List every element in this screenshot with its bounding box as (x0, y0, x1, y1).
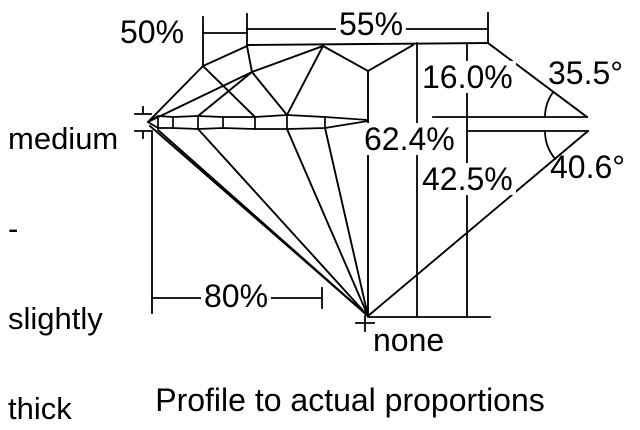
crown-height-label: 16.0% (419, 61, 516, 93)
girdle-thickness-line: thick (8, 391, 72, 426)
crown-angle-label: 35.5° (548, 55, 624, 91)
girdle-thickness-label: medium - slightly thick (faceted) 3.5% (8, 64, 130, 430)
star-length-label: 50% (120, 14, 185, 50)
girdle-band (146, 114, 589, 132)
lower-girdle-label: 80% (201, 280, 272, 312)
pavilion-angle-label: 40.6° (550, 149, 626, 185)
culet-label: none (370, 324, 448, 356)
pavilion-depth-label: 42.5% (419, 163, 516, 195)
total-depth-label: 62.4% (361, 123, 458, 155)
tick-marks (134, 106, 375, 332)
girdle-thickness-line: - (8, 211, 19, 246)
angle-arcs (544, 91, 557, 161)
diagram-caption: Profile to actual proportions (155, 382, 545, 418)
girdle-thickness-line: slightly (8, 301, 103, 336)
girdle-thickness-line: medium (8, 121, 119, 156)
crown-facet-lines (148, 43, 415, 123)
table-size-label: 55% (336, 8, 407, 40)
